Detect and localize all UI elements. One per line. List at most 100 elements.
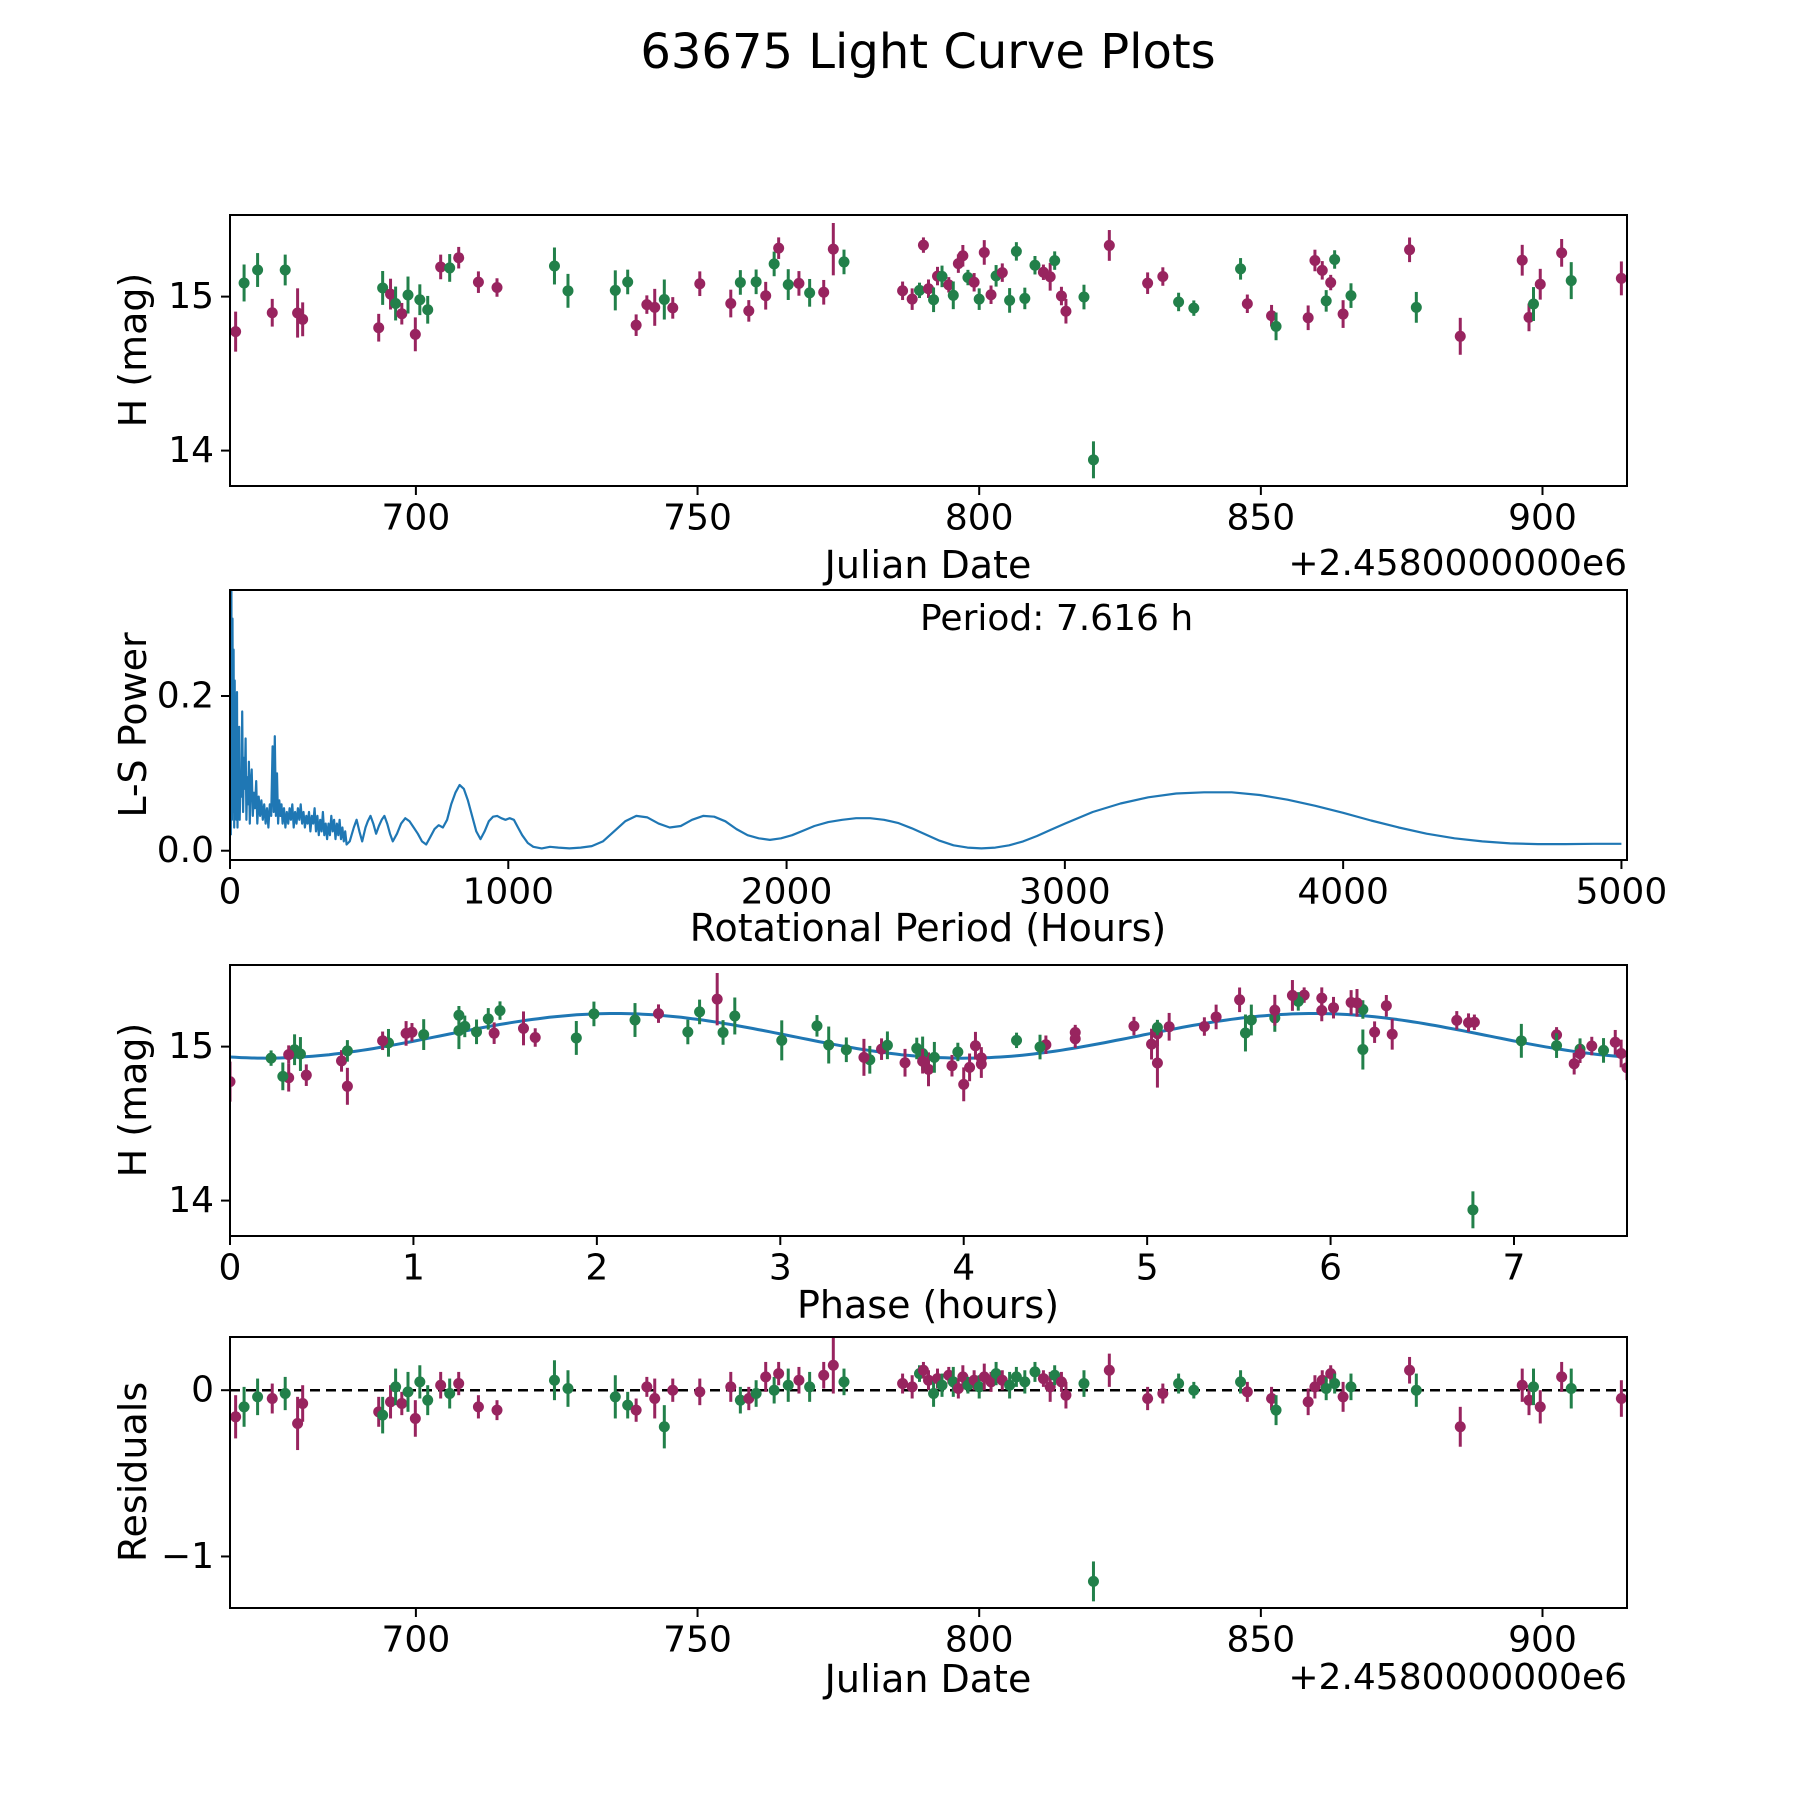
errorbar-point	[804, 278, 816, 307]
errorbar-point	[652, 1004, 664, 1023]
errorbar-point	[1019, 1370, 1031, 1394]
errorbar-point	[1241, 1381, 1253, 1402]
errorbar-point	[1527, 287, 1539, 321]
errorbar-point	[517, 1011, 529, 1046]
errorbar-point	[1516, 1368, 1528, 1402]
errorbar-point	[1523, 303, 1535, 332]
errorbar-point	[985, 285, 997, 304]
errorbar-point	[827, 1337, 839, 1394]
errorbar-point	[840, 1037, 852, 1063]
panel-phase-xtick: 0	[219, 1248, 242, 1289]
errorbar-point	[973, 288, 985, 310]
errorbar-point	[377, 1396, 389, 1434]
errorbar-point	[1037, 1370, 1049, 1387]
residuals-ylabel: Residuals	[111, 1381, 155, 1563]
errorbar-point	[952, 1378, 964, 1399]
errorbar-point	[1527, 1368, 1539, 1406]
panel-phase-xtick: 2	[585, 1248, 608, 1289]
errorbar-point	[906, 1375, 918, 1399]
errorbar-point	[230, 1061, 236, 1102]
errorbar-point	[793, 271, 805, 296]
errorbar-point	[1029, 1361, 1041, 1382]
errorbar-point	[717, 1020, 729, 1045]
panel-periodogram-xtick: 1000	[462, 872, 554, 913]
errorbar-point	[1188, 300, 1200, 316]
periodogram-ylabel: L-S Power	[111, 632, 155, 818]
panel-periodogram-data	[230, 590, 1622, 850]
errorbar-point	[711, 972, 723, 1026]
errorbar-point	[1142, 1386, 1154, 1411]
errorbar-point	[409, 1400, 421, 1437]
errorbar-point	[435, 254, 447, 280]
errorbar-point	[1615, 1039, 1627, 1068]
errorbar-point	[1345, 283, 1357, 308]
errorbar-point	[1146, 1028, 1158, 1060]
errorbar-point	[1270, 1395, 1282, 1426]
errorbar-point	[409, 317, 421, 352]
panel-residuals-xtick: 800	[945, 1620, 1014, 1661]
errorbar-point	[750, 269, 762, 295]
errorbar-point	[1302, 305, 1314, 331]
errorbar-point	[1534, 268, 1546, 300]
panel-jd-lightcurve: 700 750 800 850 900 15 14	[168, 214, 1628, 539]
errorbar-point	[488, 1022, 500, 1044]
errorbar-point	[491, 1400, 503, 1421]
errorbar-point	[760, 1361, 772, 1392]
errorbar-point	[667, 297, 679, 319]
errorbar-point	[1565, 262, 1577, 300]
errorbar-point	[1010, 242, 1022, 261]
errorbar-point	[928, 1041, 940, 1073]
errorbar-point	[838, 1368, 850, 1396]
errorbar-point	[230, 311, 242, 352]
errorbar-point	[1011, 1032, 1023, 1049]
errorbar-point	[823, 1026, 835, 1064]
errorbar-point	[341, 1067, 353, 1105]
errorbar-point	[917, 1048, 929, 1074]
panel-phase-ytick: 14	[168, 1180, 214, 1221]
errorbar-point	[390, 286, 402, 321]
panel-periodogram-ytick: 0.0	[157, 830, 214, 871]
errorbar-point	[658, 1405, 670, 1449]
errorbar-point	[694, 1378, 706, 1406]
errorbar-point	[230, 1395, 242, 1439]
errorbar-point	[1454, 317, 1466, 355]
panel-periodogram-xtick: 4000	[1297, 872, 1389, 913]
errorbar-point	[1328, 996, 1340, 1019]
errorbar-point	[402, 1371, 414, 1412]
errorbar-point	[1266, 304, 1278, 327]
errorbar-point	[1103, 230, 1115, 261]
errorbar-point	[1078, 1370, 1090, 1397]
errorbar-point	[1266, 1386, 1278, 1411]
errorbar-point	[1241, 294, 1253, 314]
errorbar-point	[1188, 1381, 1200, 1399]
errorbar-point	[1151, 1019, 1163, 1036]
errorbar-point	[622, 269, 634, 295]
panel-phase-data	[230, 972, 1627, 1229]
errorbar-point	[279, 1376, 291, 1411]
errorbar-point	[292, 1396, 304, 1451]
errorbar-point	[793, 1366, 805, 1394]
errorbar-point	[529, 1028, 541, 1047]
period-annotation: Period: 7.616 h	[920, 598, 1194, 639]
errorbar-point	[1404, 1356, 1416, 1384]
errorbar-point	[472, 1395, 484, 1419]
errorbar-point	[750, 1380, 762, 1407]
errorbar-point	[1320, 290, 1332, 312]
errorbar-point	[838, 249, 850, 275]
errorbar-point	[588, 1001, 600, 1027]
errorbar-point	[694, 271, 706, 297]
errorbar-point	[1286, 980, 1298, 1011]
errorbar-point	[818, 1361, 830, 1389]
errorbar-point	[1515, 1023, 1527, 1058]
errorbar-point	[1157, 1383, 1169, 1404]
errorbar-point	[957, 245, 969, 267]
panel-residuals: 700 750 800 850 900 0 −1	[161, 1336, 1628, 1661]
errorbar-point	[782, 269, 794, 300]
errorbar-point	[1468, 1014, 1480, 1030]
errorbar-point	[1055, 286, 1067, 306]
errorbar-point	[406, 1023, 418, 1042]
errorbar-point	[453, 1012, 465, 1050]
errorbar-point	[1351, 988, 1363, 1017]
errorbar-point	[917, 1361, 929, 1379]
